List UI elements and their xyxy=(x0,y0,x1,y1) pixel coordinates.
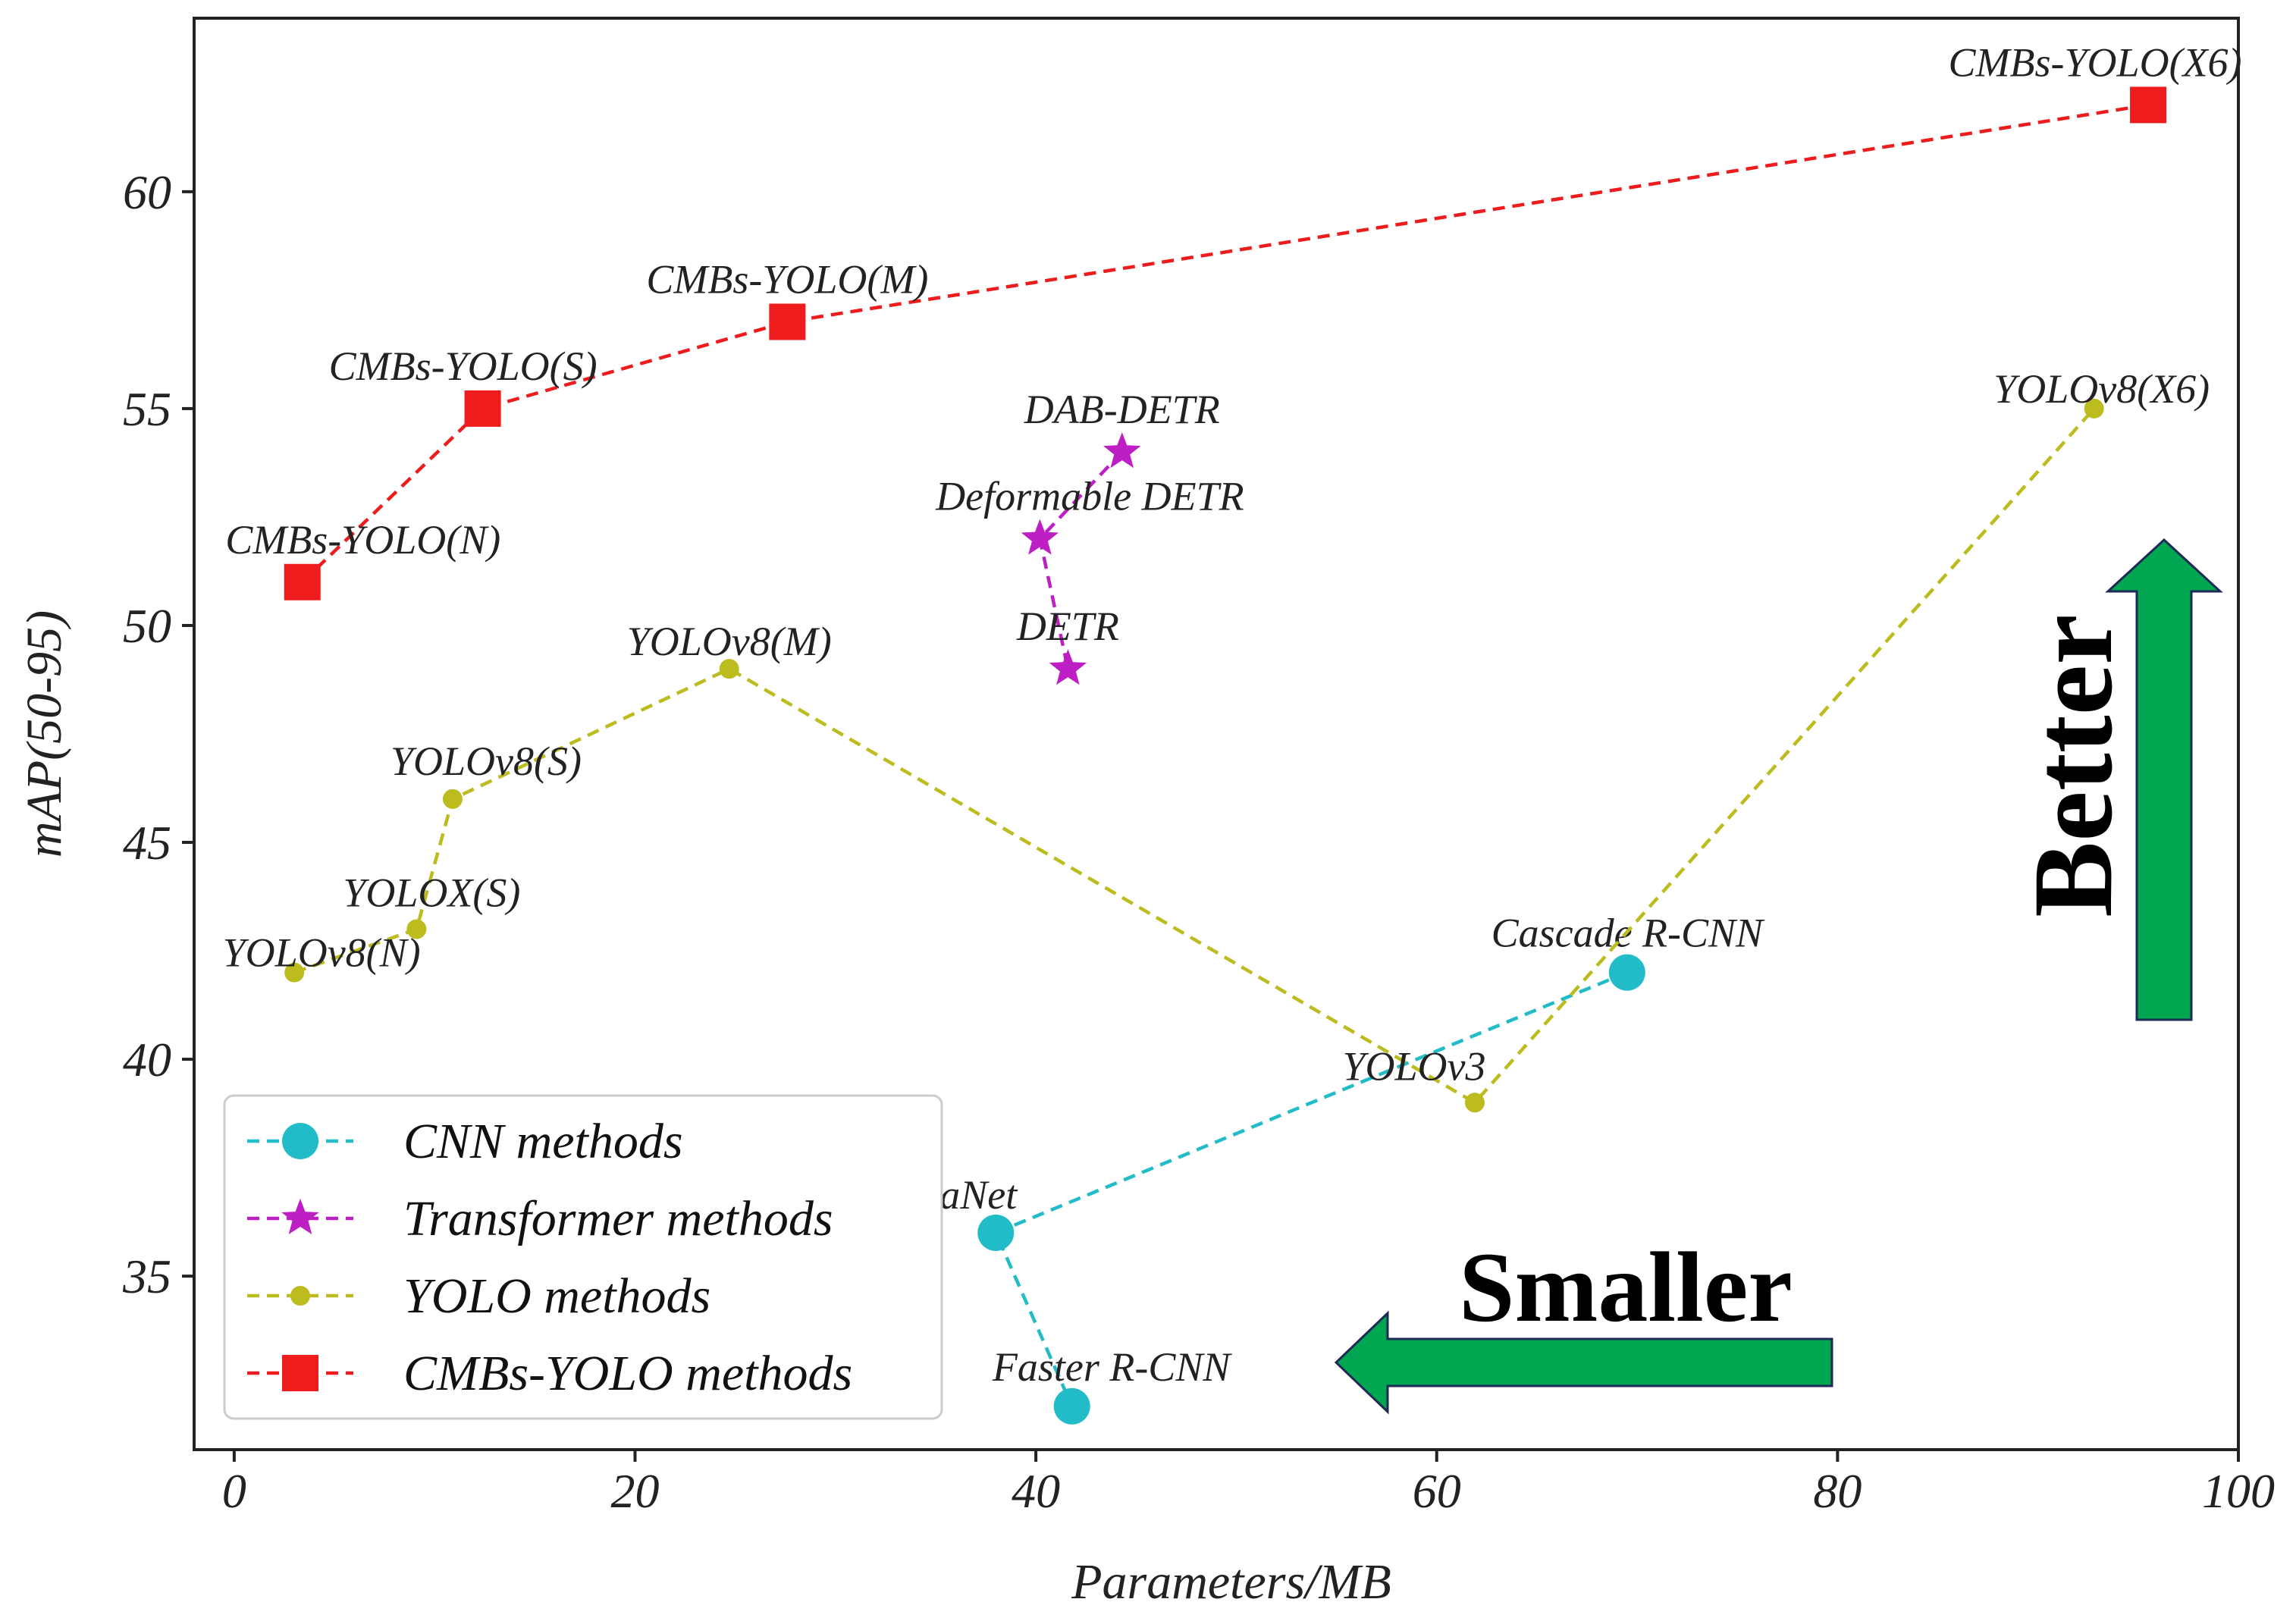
legend-item: CMBs-YOLO methods xyxy=(247,1346,852,1401)
x-tick-label: 0 xyxy=(222,1464,246,1518)
point-label: CMBs-YOLO(X6) xyxy=(1949,39,2242,85)
legend-box xyxy=(223,1094,943,1420)
series-yolo-methods: YOLOv8(N) YOLOX(S) YOLOv8(S) YOLOv8(M) YOLOv… xyxy=(223,366,2210,1113)
data-point xyxy=(1021,519,1059,555)
point-label: CMBs-YOLO(M) xyxy=(646,256,928,302)
series-line xyxy=(993,970,1628,1407)
series-line xyxy=(293,407,2096,1105)
point-label: CMBs-YOLO(S) xyxy=(329,343,598,389)
y-tick-label: 40 xyxy=(123,1033,171,1086)
data-point xyxy=(406,919,427,939)
series-cmbs-yolo-methods: CMBs-YOLO(N) CMBs-YOLO(S) CMBs-YOLO(M) CMBs… xyxy=(225,39,2242,600)
x-axis-title: Parameters/MB xyxy=(1071,1554,1391,1610)
data-point xyxy=(1608,954,1645,991)
point-label: YOLOv8(X6) xyxy=(1993,366,2210,412)
y-tick-label: 50 xyxy=(123,599,171,653)
legend-label: CMBs-YOLO methods xyxy=(403,1346,852,1401)
point-label: YOLOv8(N) xyxy=(223,930,421,976)
legend-swatch-marker xyxy=(282,1355,318,1391)
better-label: Better xyxy=(2010,614,2136,917)
smaller-label: Smaller xyxy=(1459,1231,1793,1343)
data-point xyxy=(719,659,739,679)
x-tick-label: 100 xyxy=(2202,1464,2275,1518)
y-axis-title: mAP(50-95) xyxy=(17,610,72,858)
y-tick-label: 35 xyxy=(122,1249,171,1303)
axes: 0 20 40 60 80 100 35 40 45 50 55 60 Parameters/MB mAP… xyxy=(17,17,2275,1610)
legend-label: Transformer methods xyxy=(403,1191,833,1246)
point-label: YOLOv8(S) xyxy=(391,738,582,784)
legend: CNN methods Transformer methods YOLO metho… xyxy=(223,1094,943,1420)
x-tick-label: 60 xyxy=(1413,1464,1461,1518)
point-label: CMBs-YOLO(N) xyxy=(225,517,500,563)
data-point xyxy=(2130,86,2167,124)
point-label: YOLOv8(M) xyxy=(627,619,832,664)
data-point xyxy=(284,962,305,983)
data-point xyxy=(442,789,463,809)
point-label: Deformable DETR xyxy=(935,474,1244,519)
series-layer: Cascade R-CNNRetinaNetFaster R-CNN DAB-DE… xyxy=(223,39,2242,1425)
legend-swatch-marker xyxy=(281,1199,319,1234)
data-point xyxy=(1053,1387,1090,1425)
legend-swatch-marker xyxy=(290,1286,310,1306)
series-transformer-methods: DAB-DETR Deformable DETR DETR xyxy=(935,387,1244,685)
legend-swatch-marker xyxy=(282,1123,318,1159)
legend-label: CNN methods xyxy=(403,1114,683,1169)
x-tick-label: 40 xyxy=(1012,1464,1060,1518)
data-point xyxy=(2084,398,2104,419)
annotations-layer: Better Smaller xyxy=(1334,538,2223,1415)
point-label: DETR xyxy=(1016,604,1119,649)
data-point xyxy=(1464,1093,1485,1113)
series-cnn-methods: Cascade R-CNNRetinaNetFaster R-CNN xyxy=(852,911,1765,1425)
x-tick-label: 80 xyxy=(1813,1464,1862,1518)
better-arrow-icon xyxy=(2105,538,2223,1021)
data-point xyxy=(1049,649,1087,685)
data-point xyxy=(1103,432,1141,469)
legend-label: YOLO methods xyxy=(403,1268,710,1324)
point-label: YOLOv3 xyxy=(1342,1043,1485,1089)
y-tick-label: 45 xyxy=(123,816,171,870)
point-label: YOLOX(S) xyxy=(343,870,520,915)
point-label: Faster R-CNN xyxy=(992,1344,1232,1390)
data-point xyxy=(464,390,501,427)
legend-item: YOLO methods xyxy=(247,1268,710,1324)
y-tick-label: 55 xyxy=(123,382,171,436)
data-point xyxy=(284,563,321,600)
series-line xyxy=(301,103,2149,584)
data-point xyxy=(769,303,806,340)
smaller-arrow-icon xyxy=(1334,1310,1833,1415)
y-tick-label: 60 xyxy=(123,165,171,219)
plot-frame xyxy=(193,17,2240,1451)
legend-item: Transformer methods xyxy=(247,1191,833,1246)
x-tick-label: 20 xyxy=(610,1464,659,1518)
point-label: DAB-DETR xyxy=(1024,387,1220,432)
data-point xyxy=(977,1214,1015,1251)
legend-item: CNN methods xyxy=(247,1114,683,1169)
